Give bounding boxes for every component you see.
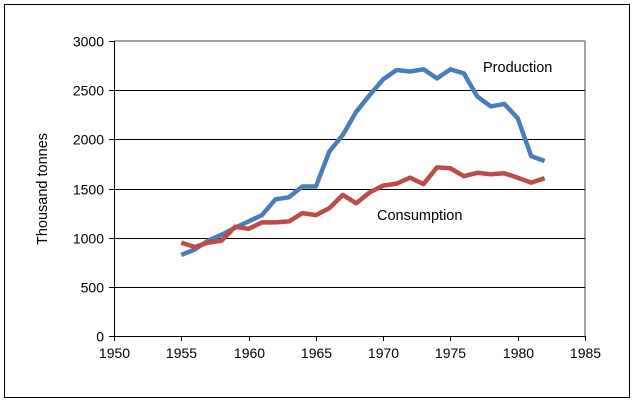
y-tick-label: 2500 [73, 83, 104, 99]
series-line-consumption [180, 165, 546, 250]
x-tick-label: 1980 [503, 345, 534, 361]
x-tick-label: 1950 [99, 345, 130, 361]
gridlines [114, 40, 586, 336]
consumption-label: Consumption [377, 208, 462, 224]
x-tick-label: 1970 [368, 345, 399, 361]
y-axis-title: Thousand tonnes [35, 133, 51, 245]
x-tick-label: 1960 [234, 345, 265, 361]
y-tick-label: 0 [96, 329, 104, 345]
x-tick-label: 1975 [435, 345, 466, 361]
axes [109, 41, 586, 341]
y-tick-label: 3000 [73, 34, 104, 50]
tick-labels: 0 500 1000 1500 2000 2500 3000 1950 1955 1960 1965… [73, 34, 601, 362]
y-tick-label: 2000 [73, 132, 104, 148]
series-line-production [180, 67, 546, 257]
chart-frame [4, 4, 630, 398]
production-label: Production [483, 60, 552, 76]
y-tick-label: 1500 [73, 182, 104, 198]
y-tick-label: 1000 [73, 231, 104, 247]
x-tick-label: 1965 [301, 345, 332, 361]
x-tick-label: 1955 [166, 345, 197, 361]
series-lines [180, 67, 546, 257]
x-tick-label: 1985 [570, 345, 601, 361]
y-tick-label: 500 [81, 280, 105, 296]
